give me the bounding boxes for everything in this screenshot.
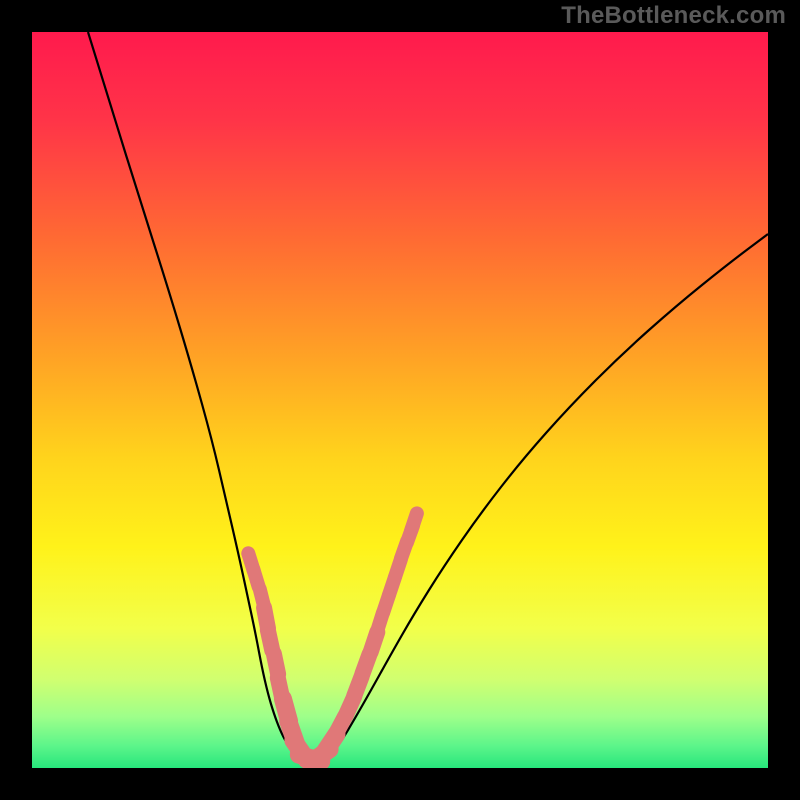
watermark-text: TheBottleneck.com — [561, 2, 786, 30]
gradient-background — [32, 32, 768, 768]
data-dot — [411, 513, 417, 530]
plot-area — [32, 32, 768, 768]
